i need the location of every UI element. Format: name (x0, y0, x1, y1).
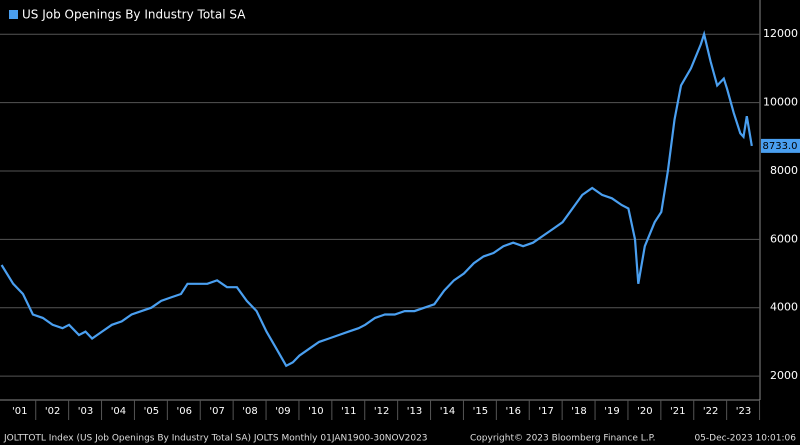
x-tick-label: '15 (473, 406, 488, 417)
line (0, 30, 753, 368)
footer-right: 05-Dec-2023 10:01:06 (694, 434, 796, 444)
footer-center: Copyright© 2023 Bloomberg Finance L.P. (470, 434, 655, 444)
x-tick-label: '03 (78, 406, 93, 417)
last-value-label: 8733.0 (763, 141, 798, 152)
x-tick-label: '23 (736, 406, 751, 417)
x-tick-label: '13 (407, 406, 422, 417)
y-tick-label: 8000 (770, 164, 798, 177)
legend-label: US Job Openings By Industry Total SA (22, 8, 246, 22)
y-tick-label: 12000 (763, 27, 798, 40)
y-tick-label: 4000 (770, 301, 798, 314)
footer-left: JOLTTOTL Index (US Job Openings By Indus… (3, 434, 428, 444)
x-tick-label: '12 (374, 406, 389, 417)
x-tick-label: '20 (637, 406, 652, 417)
x-tick-label: '10 (308, 406, 323, 417)
x-tick-label: '22 (703, 406, 718, 417)
y-tick-label: 10000 (763, 96, 798, 109)
y-tick-label: 6000 (770, 232, 798, 245)
x-tick-label: '06 (177, 406, 192, 417)
legend-swatch (9, 10, 18, 19)
x-tick-label: '14 (440, 406, 455, 417)
x-tick-label: '09 (275, 406, 290, 417)
x-tick-label: '11 (341, 406, 356, 417)
x-tick-label: '18 (571, 406, 586, 417)
x-tick-label: '21 (670, 406, 685, 417)
x-tick-label: '01 (12, 406, 27, 417)
last-value-box (761, 138, 800, 153)
x-tick-label: '17 (538, 406, 553, 417)
x-tick-label: '02 (45, 406, 60, 417)
y-tick-label: 2000 (770, 369, 798, 382)
x-tick-label: '08 (242, 406, 257, 417)
x-tick-label: '07 (209, 406, 224, 417)
x-tick-label: '04 (111, 406, 126, 417)
x-tick-label: '05 (144, 406, 159, 417)
x-tick-label: '16 (506, 406, 521, 417)
x-tick-label: '19 (604, 406, 619, 417)
